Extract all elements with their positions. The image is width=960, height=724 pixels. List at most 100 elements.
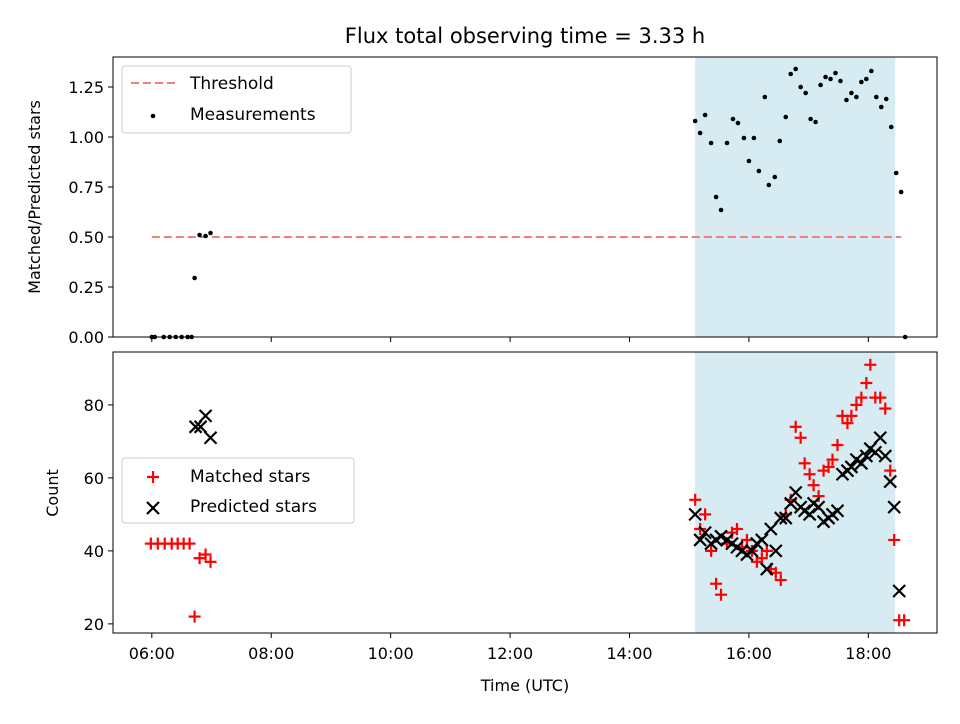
matched-star-point <box>850 398 863 411</box>
measurement-point <box>823 74 828 80</box>
measurement-point <box>718 207 724 213</box>
matched-star-point <box>855 391 868 404</box>
top-x-ticks <box>151 337 869 342</box>
measurement-point <box>766 182 772 188</box>
matched-star-point <box>705 544 718 557</box>
predicted-star-point <box>755 533 769 547</box>
measurement-point <box>746 158 752 164</box>
bottom-x-tick-label: 10:00 <box>368 644 414 663</box>
matched-star-point <box>888 533 901 546</box>
measurement-point <box>808 116 813 122</box>
measurement-point <box>803 90 808 96</box>
measurement-point <box>735 120 741 126</box>
predicted-star-point <box>811 500 826 514</box>
top-y-tick-label: 0.00 <box>68 328 104 347</box>
predicted-star-point <box>887 500 901 514</box>
measurement-point <box>751 135 757 141</box>
measurement-point <box>849 90 854 96</box>
bottom-axes-frame <box>112 351 938 634</box>
threshold-legend-label: Threshold <box>189 74 274 94</box>
predicted-star-point <box>769 544 783 558</box>
measurement-point <box>818 82 823 88</box>
bottom-y-tick-label: 40 <box>84 542 104 561</box>
bottom-x-ticks: 06:00 08:00 10:00 12:00 14:00 16:00 18:00 <box>129 633 891 663</box>
measurement-point <box>713 194 719 200</box>
x-axis-label: Time (UTC) <box>480 676 569 695</box>
matched-star-point <box>183 537 196 550</box>
matched-star-point <box>199 548 212 561</box>
bottom-x-tick-label: 12:00 <box>487 644 533 663</box>
predicted-star-point <box>714 529 728 544</box>
measurement-point <box>838 78 843 84</box>
predicted-legend-marker <box>146 501 160 515</box>
matched-star-point <box>807 479 820 492</box>
predicted-star-point <box>830 503 845 518</box>
measurement-point <box>883 96 889 102</box>
top-axes-frame <box>112 56 938 338</box>
predicted-star-point <box>203 430 218 445</box>
matched-star-point <box>841 417 854 430</box>
top-y-tick-label: 0.50 <box>68 228 104 247</box>
matched-star-point <box>755 552 768 565</box>
measurement-point <box>859 79 864 85</box>
measurement-point <box>869 68 874 74</box>
predicted-star-point <box>883 474 898 489</box>
matched-star-point <box>789 420 802 433</box>
measurement-point <box>192 275 197 281</box>
predicted-star-point <box>764 522 778 536</box>
matched-star-point <box>774 574 787 587</box>
predicted-star-point <box>854 456 869 471</box>
bottom-y-tick-label: 80 <box>84 396 104 415</box>
bottom-y-axis-label: Count <box>43 469 62 517</box>
bottom-panel: 20 40 60 80 06:00 08:00 10:00 12:00 14:00 16:00 1… <box>43 351 938 695</box>
matched-star-point <box>715 588 728 601</box>
measurements-legend-label: Measurements <box>190 105 316 125</box>
bottom-x-tick-label: 16:00 <box>726 644 772 663</box>
predicted-star-point <box>198 409 213 423</box>
bottom-x-tick-label: 06:00 <box>129 644 175 663</box>
predicted-star-point <box>844 460 859 474</box>
measurement-point <box>898 189 904 195</box>
measurement-point <box>772 174 778 180</box>
matched-star-point <box>740 533 753 546</box>
predicted-star-point <box>193 420 208 434</box>
measurement-points <box>149 66 908 340</box>
matched-star-point <box>794 431 807 444</box>
chart-title: Flux total observing time = 3.33 h <box>345 24 705 48</box>
count-points <box>144 358 911 627</box>
predicted-star-point <box>783 496 798 511</box>
matched-star-point <box>699 508 712 521</box>
top-y-axis-label: Matched/Predicted stars <box>25 100 44 294</box>
measurement-point <box>724 140 730 146</box>
measurement-point <box>844 97 849 103</box>
measurement-point <box>793 66 798 72</box>
measurements-legend-marker <box>150 113 156 119</box>
top-y-tick-label: 1.00 <box>68 128 104 147</box>
top-y-tick-label: 1.25 <box>68 78 104 97</box>
measurement-point <box>828 76 833 82</box>
top-observing-span <box>695 57 896 337</box>
matched-star-point <box>845 409 858 422</box>
matched-star-point <box>874 391 887 404</box>
top-legend: Threshold Measurements <box>121 65 352 134</box>
measurement-point <box>208 230 213 236</box>
matched-legend-label: Matched stars <box>190 467 310 487</box>
predicted-star-point <box>745 544 759 558</box>
measurement-point <box>692 118 698 124</box>
matched-legend-marker <box>147 471 159 483</box>
measurement-point <box>864 76 869 82</box>
top-panel: 0.00 0.25 0.50 0.75 1.00 1.25 Flux total obse… <box>25 24 938 347</box>
predicted-star-point <box>760 562 774 576</box>
predicted-star-point <box>188 420 203 434</box>
measurement-point <box>798 84 803 90</box>
measurement-point <box>893 170 899 176</box>
matched-star-point <box>760 544 773 557</box>
measurement-point <box>756 168 762 174</box>
measurement-point <box>833 70 838 76</box>
measurement-point <box>813 119 818 125</box>
measurement-point <box>702 112 708 118</box>
matched-star-point <box>730 522 743 535</box>
bottom-legend-box <box>121 457 355 524</box>
